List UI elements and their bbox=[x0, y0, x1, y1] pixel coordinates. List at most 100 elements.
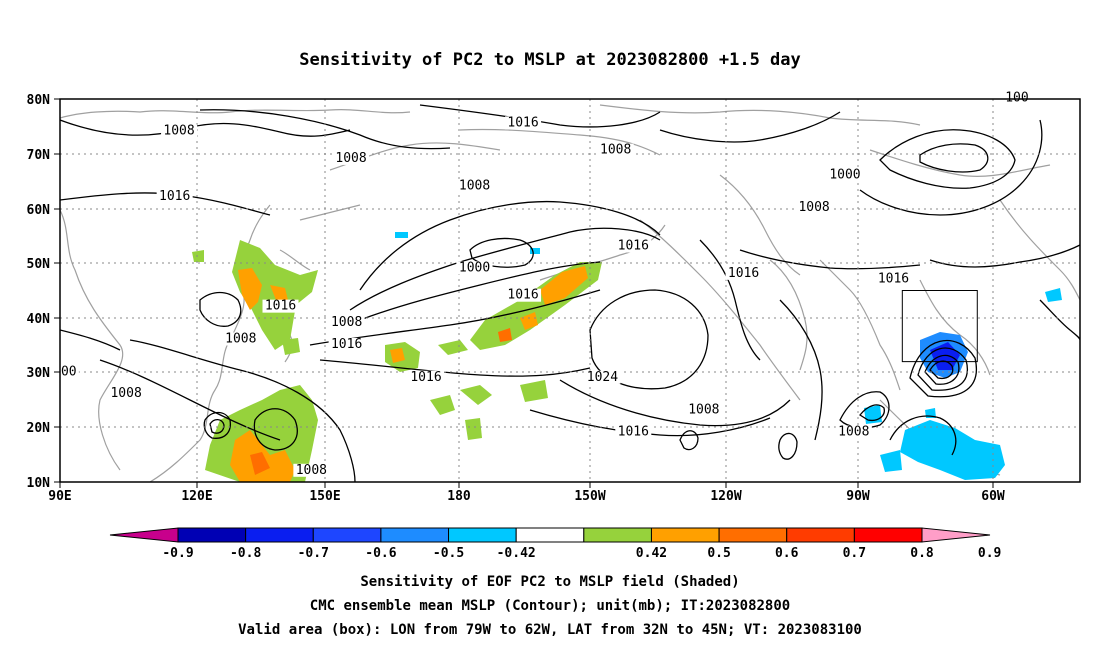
colorbar-label: 0.7 bbox=[843, 546, 866, 561]
positive-shading bbox=[192, 240, 602, 482]
contour-label-bg bbox=[584, 370, 621, 384]
contour-label: 1016 bbox=[728, 266, 759, 281]
contour-label-bg bbox=[222, 332, 259, 346]
colorbar-swatch bbox=[853, 527, 923, 543]
colorbar-swatch bbox=[380, 527, 450, 543]
colorbar-label: 0.6 bbox=[775, 546, 799, 561]
contour-label: 1000 bbox=[459, 260, 490, 275]
contour-label: 1024 bbox=[587, 370, 618, 385]
contour-label-bg bbox=[262, 299, 299, 313]
contour-label-bg bbox=[456, 261, 493, 275]
contour-label-bg bbox=[796, 201, 833, 215]
shade-green-blob-2 bbox=[460, 385, 492, 405]
caption-line-3: Valid area (box): LON from 79W to 62W, L… bbox=[238, 622, 862, 638]
contour-label-bg bbox=[725, 266, 762, 280]
contour-label: 1000 bbox=[829, 167, 860, 182]
contour-label-bg bbox=[456, 179, 493, 193]
shade-cyan-6 bbox=[395, 232, 408, 238]
contour-label: 1008 bbox=[688, 403, 719, 418]
shade-green-blob-6 bbox=[192, 250, 204, 262]
colorbar-label: -0.42 bbox=[497, 546, 536, 561]
colorbar-swatch bbox=[448, 527, 517, 543]
contour-label-bg bbox=[156, 190, 193, 204]
valid-area-box bbox=[901, 290, 978, 363]
lat-label: 80N bbox=[27, 93, 51, 108]
lat-label: 40N bbox=[27, 312, 51, 327]
colorbar-swatch bbox=[718, 527, 788, 543]
colorbar-swatch bbox=[177, 527, 247, 543]
contour-label: 1008 bbox=[459, 178, 490, 193]
shade-pacific-orange-3 bbox=[498, 328, 512, 342]
colorbar-high-cap bbox=[921, 527, 991, 543]
map-svg: 1008100810161008100810001016100810161000… bbox=[27, 91, 1081, 500]
colorbar: -0.9 -0.8 -0.7 -0.6 -0.5 -0.42 0.42 0.5 0.6 0.7 0.… bbox=[109, 527, 1001, 561]
contour-label-bg bbox=[615, 425, 652, 439]
contour-label: 1016 bbox=[159, 189, 190, 204]
contour-label-bg bbox=[875, 272, 912, 286]
lon-label: 150W bbox=[574, 489, 605, 500]
contour-label-bg bbox=[685, 403, 722, 417]
colorbar-label: -0.6 bbox=[365, 546, 396, 561]
contour-label: 1008 bbox=[225, 331, 256, 346]
contour-label-bg bbox=[1002, 91, 1031, 105]
colorbar-swatch bbox=[583, 527, 652, 543]
longitude-labels: 90E 120E 150E 180 150W 120W 90W 60W bbox=[48, 489, 1005, 500]
lon-label: 120W bbox=[710, 489, 741, 500]
contour-label: 1008 bbox=[600, 143, 631, 158]
contour-label-bg bbox=[615, 239, 652, 253]
contour-label-bg bbox=[826, 168, 863, 182]
contour-label: 00 bbox=[61, 364, 77, 379]
shade-green-blob-7 bbox=[438, 340, 468, 355]
contour-label-bg bbox=[161, 124, 198, 138]
graticule bbox=[60, 99, 1080, 482]
lat-label: 70N bbox=[27, 148, 51, 163]
contour-label: 1016 bbox=[618, 238, 649, 253]
shade-pacific-band-orange bbox=[540, 266, 588, 305]
contour-label-bg bbox=[58, 365, 79, 379]
lon-label: 60W bbox=[981, 489, 1005, 500]
colorbar-label: -0.5 bbox=[433, 546, 464, 561]
shade-green-blob-4 bbox=[520, 380, 548, 402]
lon-label: 180 bbox=[447, 489, 471, 500]
contour-labels: 1008100810161008100810001016100810161000… bbox=[58, 91, 1031, 478]
contour-label: 1008 bbox=[335, 151, 366, 166]
contour-label: 1016 bbox=[878, 271, 909, 286]
colorbar-labels: -0.9 -0.8 -0.7 -0.6 -0.5 -0.42 0.42 0.5 0.6 0.7 0.… bbox=[162, 546, 1001, 561]
contour-label: 1008 bbox=[163, 124, 194, 139]
contour-label-bg bbox=[597, 143, 634, 157]
contour-label: 1008 bbox=[296, 463, 327, 478]
map-frame bbox=[59, 98, 1081, 483]
shade-cyan-4 bbox=[1045, 288, 1062, 302]
contour-label: 1008 bbox=[110, 386, 141, 401]
latitude-labels: 80N 70N 60N 50N 40N 30N 20N 10N bbox=[27, 93, 51, 491]
shade-atlantic-cyan-2 bbox=[880, 450, 902, 472]
plot-title: Sensitivity of PC2 to MSLP at 2023082800… bbox=[299, 50, 801, 70]
colorbar-label: 0.9 bbox=[978, 546, 1001, 561]
contour-label: 1008 bbox=[798, 200, 829, 215]
shade-green-blob-5 bbox=[282, 338, 300, 355]
mslp-contours bbox=[60, 104, 1080, 482]
colorbar-swatch bbox=[786, 527, 855, 543]
colorbar-swatch bbox=[650, 527, 720, 543]
shade-atlantic-cyan bbox=[900, 420, 1005, 480]
axis-ticks bbox=[54, 98, 994, 488]
shade-south-red bbox=[250, 452, 270, 475]
lat-label: 30N bbox=[27, 366, 51, 381]
colorbar-label: 0.8 bbox=[910, 546, 934, 561]
contour-label: 1016 bbox=[410, 370, 441, 385]
shade-japan-orange bbox=[238, 268, 262, 310]
lon-label: 90W bbox=[846, 489, 870, 500]
lat-label: 60N bbox=[27, 203, 51, 218]
colorbar-label: 0.5 bbox=[707, 546, 730, 561]
shade-pacific-orange-2 bbox=[520, 312, 538, 330]
lon-label: 150E bbox=[309, 489, 340, 500]
colorbar-swatch bbox=[245, 527, 314, 543]
lon-label: 90E bbox=[48, 489, 71, 500]
colorbar-label: -0.8 bbox=[230, 546, 261, 561]
lat-label: 10N bbox=[27, 476, 51, 491]
colorbar-label: 0.42 bbox=[636, 546, 667, 561]
contour-label-bg bbox=[835, 425, 872, 439]
lat-label: 20N bbox=[27, 421, 51, 436]
contour-label: 100 bbox=[1005, 91, 1028, 106]
contour-label-bg bbox=[108, 387, 145, 401]
